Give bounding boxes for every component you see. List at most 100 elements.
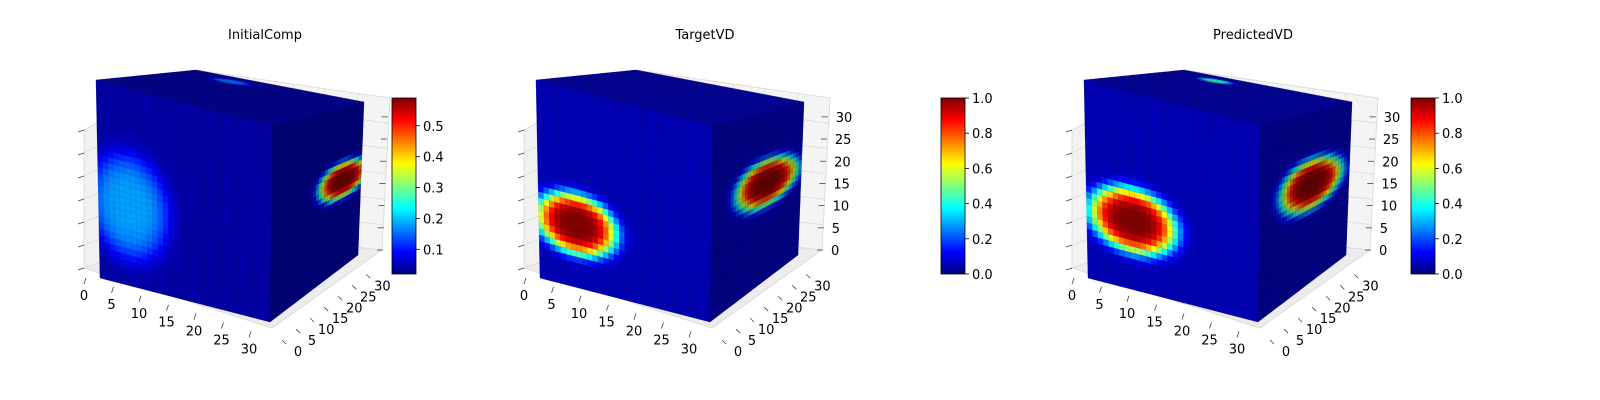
z-tick-label: 20	[1382, 155, 1399, 170]
cube-face-right	[1257, 101, 1353, 323]
colorbar-gradient	[940, 97, 966, 275]
z-tick-label: 30	[1384, 111, 1401, 126]
y-tick-label: 25	[360, 290, 377, 305]
y-tick-label: 15	[332, 312, 349, 327]
y-tick-label: 30	[814, 279, 831, 294]
colorbar-tick-label: 0.2	[423, 212, 444, 227]
z-tick-label: 20	[834, 155, 851, 170]
z-axis: 0 5 10 15 20 25 30	[1065, 111, 1401, 271]
panel-title: InitialComp	[228, 28, 302, 43]
x-tick-label: 30	[241, 342, 258, 357]
z-tick-label: 5	[1380, 222, 1388, 237]
z-tick-label: 0	[1379, 244, 1387, 259]
colorbar-tick-label: 0.8	[972, 127, 993, 142]
y-tick-label: 10	[758, 323, 775, 338]
z-tick-label: 0	[831, 244, 839, 259]
z-tick-label: 5	[832, 222, 840, 237]
x-tick-label: 25	[1201, 334, 1218, 349]
x-tick-label: 0	[80, 289, 88, 304]
colorbar-tick-label: 0.0	[1442, 268, 1463, 283]
y-tick-label: 0	[734, 345, 742, 360]
colorbar-gradient	[1410, 97, 1436, 275]
colorbar-tick-label: 0.2	[972, 233, 993, 248]
colorbar-tick-label: 0.0	[972, 268, 993, 283]
y-tick-label: 25	[800, 290, 817, 305]
colorbar-tick-label: 1.0	[972, 92, 993, 107]
z-axis	[77, 116, 388, 271]
cube-face-front	[1083, 79, 1261, 323]
x-tick-label: 5	[107, 298, 115, 313]
x-tick-label: 0	[520, 289, 528, 304]
x-tick-label: 30	[1229, 342, 1246, 357]
y-tick-label: 5	[308, 334, 316, 349]
x-tick-label: 20	[186, 325, 203, 340]
cube-face-right	[709, 101, 805, 323]
x-axis: 0 5 10 15 20 25 30	[520, 277, 698, 357]
cube-face-front	[95, 79, 273, 323]
z-tick-label: 10	[833, 200, 850, 215]
colorbar-tick-label: 0.8	[1442, 127, 1463, 142]
y-tick-label: 5	[1296, 334, 1304, 349]
x-tick-label: 25	[213, 334, 230, 349]
x-axis: 0 5 10 15 20 25 30	[1068, 277, 1246, 357]
z-tick-label: 25	[835, 133, 852, 148]
colorbar-tick-label: 1.0	[1442, 92, 1463, 107]
x-tick-label: 10	[571, 307, 588, 322]
colorbar: 0.0 0.2 0.4 0.6 0.8 1.0	[1410, 92, 1463, 283]
panel-title: PredictedVD	[1213, 28, 1293, 43]
x-tick-label: 5	[1095, 298, 1103, 313]
cube-face-right	[269, 101, 365, 323]
colorbar-tick-label: 0.2	[1442, 233, 1463, 248]
x-tick-label: 10	[131, 307, 148, 322]
x-tick-label: 30	[681, 342, 698, 357]
colorbar-tick-label: 0.6	[1442, 162, 1463, 177]
colorbar-tick-label: 0.4	[972, 198, 993, 213]
x-tick-label: 0	[1068, 289, 1076, 304]
y-tick-label: 10	[318, 323, 335, 338]
z-tick-label: 30	[836, 111, 853, 126]
x-tick-label: 15	[598, 316, 615, 331]
y-tick-label: 15	[772, 312, 789, 327]
colorbar-gradient	[391, 97, 417, 275]
cube-face-top	[95, 69, 365, 127]
colorbar-tick-label: 0.4	[423, 151, 444, 166]
z-tick-label: 15	[1381, 177, 1398, 192]
colorbar-tick-label: 0.3	[423, 182, 444, 197]
z-tick-label: 25	[1383, 133, 1400, 148]
z-tick-label: 10	[1381, 200, 1398, 215]
x-tick-label: 20	[626, 325, 643, 340]
colorbar-tick-label: 0.6	[972, 162, 993, 177]
x-axis: 0 5 10 15 20 25 30	[80, 277, 258, 357]
y-tick-label: 0	[294, 345, 302, 360]
x-tick-label: 5	[547, 298, 555, 313]
y-tick-label: 5	[748, 334, 756, 349]
colorbar: 0.1 0.2 0.3 0.4 0.5	[391, 97, 444, 275]
y-tick-label: 10	[1306, 323, 1323, 338]
colorbar: 0.0 0.2 0.4 0.6 0.8 1.0	[940, 92, 993, 283]
y-tick-label: 25	[1348, 290, 1365, 305]
x-tick-label: 10	[1119, 307, 1136, 322]
x-tick-label: 25	[653, 334, 670, 349]
cube-face-top	[535, 69, 805, 127]
panel-title: TargetVD	[674, 28, 734, 43]
z-axis: 0 5 10 15 20 25 30	[517, 111, 853, 271]
colorbar-tick-label: 0.5	[423, 120, 444, 135]
y-tick-label: 15	[1320, 312, 1337, 327]
z-tick-label: 15	[833, 177, 850, 192]
x-tick-label: 15	[158, 316, 175, 331]
x-tick-label: 20	[1174, 325, 1191, 340]
y-tick-label: 20	[786, 301, 803, 316]
colorbar-tick-label: 0.4	[1442, 198, 1463, 213]
y-tick-label: 0	[1282, 345, 1290, 360]
y-tick-label: 30	[374, 279, 391, 294]
y-tick-label: 20	[1334, 301, 1351, 316]
cube-face-top	[1083, 69, 1353, 127]
cube-face-front	[535, 79, 713, 323]
